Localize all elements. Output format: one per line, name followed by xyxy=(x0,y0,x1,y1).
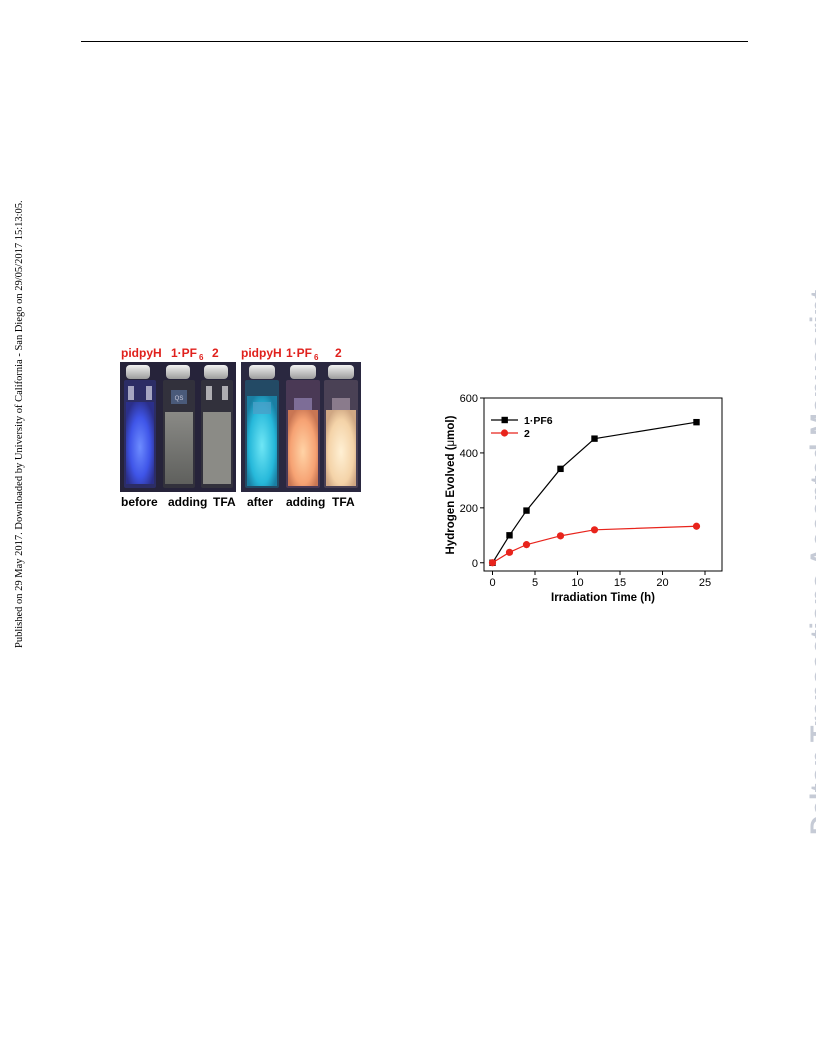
vial-peach xyxy=(324,365,358,488)
series-0-point-5 xyxy=(693,418,700,426)
series-line-0 xyxy=(491,421,697,564)
caption-adding-right: adding xyxy=(286,495,325,509)
x-axis-label: Irradiation Time (h) xyxy=(551,592,655,604)
label-2-left: 2 xyxy=(212,346,219,360)
vial-cyan xyxy=(245,365,279,488)
series-group xyxy=(488,418,701,567)
cuvette-photo: pidpyH 1·PF 6 2 pidpyH 1·PF 6 2 QS xyxy=(120,346,361,509)
x-axis-ticks: 0 5 10 15 20 25 xyxy=(489,571,711,589)
caption-adding-left: adding xyxy=(168,495,207,509)
vial-blue xyxy=(124,365,156,488)
y-tick-label-1: 200 xyxy=(460,503,478,515)
y-tick-label-0: 0 xyxy=(472,558,478,570)
vial-grey-1: QS xyxy=(163,365,195,488)
series-0-point-3 xyxy=(557,465,564,473)
y-axis-ticks: 0 200 400 600 xyxy=(460,393,484,570)
series-1-point-5 xyxy=(692,522,701,530)
series-0-point-4 xyxy=(591,435,598,442)
series-0-point-1 xyxy=(506,532,513,539)
vial-text: QS xyxy=(175,396,184,402)
publication-watermark: Published on 29 May 2017. Downloaded by … xyxy=(14,200,25,648)
y-tick-label-3: 600 xyxy=(460,393,478,405)
x-tick-label-0: 0 xyxy=(489,577,495,589)
y-axis-label-post: mol) xyxy=(445,415,457,439)
caption-before: before xyxy=(121,495,158,509)
label-pidpyh-left: pidpyH xyxy=(121,346,162,360)
label-1pf-right: 1·PF xyxy=(286,346,312,360)
journal-watermark: Dalton Transactions Accepted Manuscript xyxy=(805,289,816,835)
series-0-point-2 xyxy=(523,507,530,514)
x-tick-label-4: 20 xyxy=(656,577,668,589)
label-1pf-sub-left: 6 xyxy=(199,353,204,362)
x-tick-label-5: 25 xyxy=(699,577,711,589)
plot-frame xyxy=(483,397,723,572)
y-axis-label-pre: Hydrogen Evolved ( xyxy=(445,446,457,554)
x-tick-label-1: 5 xyxy=(532,577,538,589)
legend-marker-1 xyxy=(500,429,509,437)
series-1-point-1 xyxy=(505,548,514,556)
vial-grey-2 xyxy=(201,365,233,488)
header-rule xyxy=(81,41,748,42)
caption-tfa-right: TFA xyxy=(332,495,355,509)
caption-tfa-left: TFA xyxy=(213,495,236,509)
label-1pf-sub-right: 6 xyxy=(314,353,319,362)
legend-label-1: 2 xyxy=(524,428,530,440)
vial-orange xyxy=(286,365,320,488)
legend-label-0: 1·PF6 xyxy=(524,415,553,427)
y-axis-label-mu: μ xyxy=(445,440,457,447)
caption-after: after xyxy=(247,495,273,509)
series-1-point-4 xyxy=(590,526,599,534)
series-1-point-2 xyxy=(522,541,531,549)
x-tick-label-2: 10 xyxy=(571,577,583,589)
y-axis-label: Hydrogen Evolved (μmol) xyxy=(445,415,457,554)
label-pidpyh-right: pidpyH xyxy=(241,346,282,360)
x-tick-label-3: 15 xyxy=(614,577,626,589)
legend-marker-0 xyxy=(501,416,508,424)
label-1pf-left: 1·PF xyxy=(171,346,197,360)
series-1-point-3 xyxy=(556,532,565,540)
series-1-point-0 xyxy=(488,559,497,567)
y-tick-label-2: 400 xyxy=(460,448,478,460)
label-2-right: 2 xyxy=(335,346,342,360)
